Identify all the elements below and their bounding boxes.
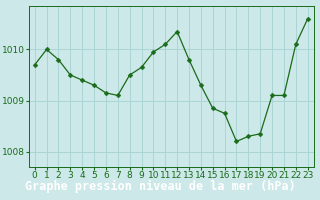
Text: Graphe pression niveau de la mer (hPa): Graphe pression niveau de la mer (hPa) <box>25 180 295 193</box>
